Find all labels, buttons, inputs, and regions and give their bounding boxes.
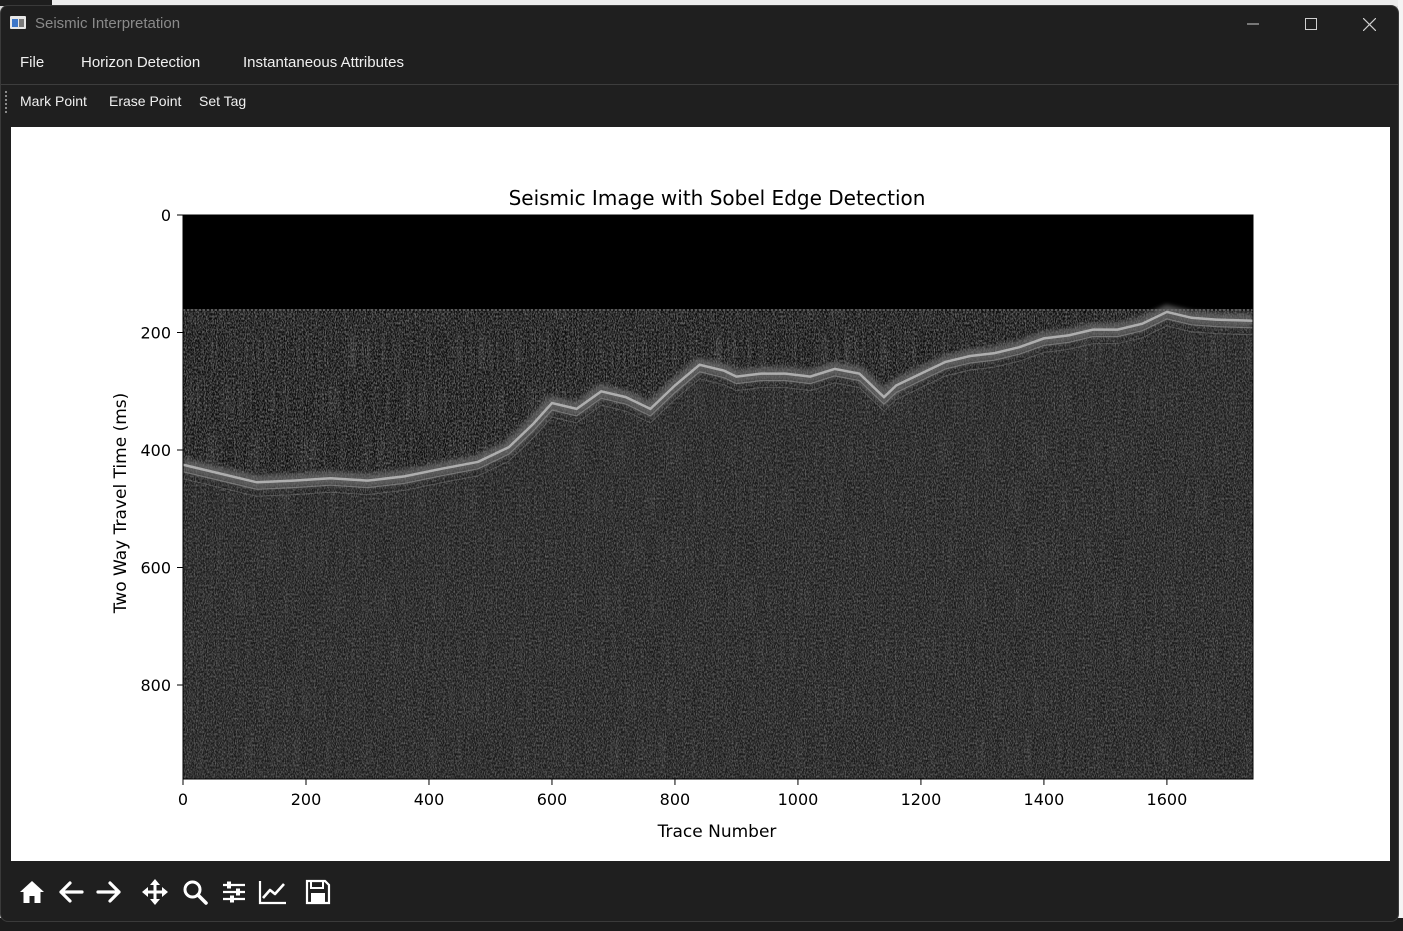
x-tick-label: 1200: [901, 790, 942, 809]
horizon-edge-secondary: [183, 318, 1253, 490]
menu-file[interactable]: File: [20, 54, 45, 71]
x-axis-label: Trace Number: [657, 822, 777, 842]
mark-point-button[interactable]: Mark Point: [20, 93, 87, 109]
configure-subplots-icon: [223, 881, 245, 903]
menu-bar: File Horizon Detection Instantaneous Att…: [1, 44, 1398, 85]
y-tick-label: 800: [140, 676, 171, 695]
y-tick-label: 400: [140, 441, 171, 460]
seismic-chart[interactable]: 0 200 400 600 800 1000 1200 1400 1600 0 200 400 600 8…: [11, 127, 1390, 861]
y-axis-label: Two Way Travel Time (ms): [111, 393, 131, 615]
title-bar[interactable]: Seismic Interpretation: [1, 6, 1398, 42]
close-button[interactable]: [1340, 6, 1398, 42]
back-arrow-icon: [59, 881, 84, 903]
forward-arrow-icon: [96, 881, 121, 903]
close-icon: [1362, 17, 1376, 31]
x-tick-label: 200: [291, 790, 322, 809]
zoom-magnifier-icon: [183, 880, 208, 905]
forward-button[interactable]: [93, 876, 125, 908]
pan-move-icon: [142, 879, 168, 905]
back-button[interactable]: [55, 876, 87, 908]
set-tag-button[interactable]: Set Tag: [199, 93, 247, 109]
window-title: Seismic Interpretation: [35, 15, 181, 32]
save-figure-button[interactable]: [302, 876, 334, 908]
horizon-edge: [183, 310, 1253, 484]
edit-axis-button[interactable]: [257, 876, 289, 908]
maximize-button[interactable]: [1282, 6, 1340, 42]
save-floppy-icon: [305, 879, 331, 905]
x-tick-label: 600: [537, 790, 568, 809]
subsurface-texture: [183, 311, 1253, 779]
zoom-button[interactable]: [179, 876, 211, 908]
menu-horizon-detection[interactable]: Horizon Detection: [81, 54, 201, 71]
edit-axis-line-icon: [258, 881, 286, 905]
home-button[interactable]: [16, 876, 48, 908]
navigation-toolbar: [1, 861, 1398, 921]
maximize-icon: [1305, 18, 1317, 30]
chart-title: Seismic Image with Sobel Edge Detection: [509, 186, 926, 210]
x-tick-label: 400: [414, 790, 445, 809]
plot-frame: [182, 214, 1254, 780]
y-tick-label: 600: [140, 559, 171, 578]
configure-subplots-button[interactable]: [218, 876, 250, 908]
minimize-button[interactable]: [1224, 6, 1282, 42]
x-tick-label: 0: [178, 790, 188, 809]
horizon-edge-tertiary: [183, 325, 1253, 497]
y-tick-label: 0: [161, 206, 171, 225]
minimize-icon: [1247, 23, 1259, 25]
interpretation-toolbar: Mark Point Erase Point Set Tag: [1, 85, 1398, 125]
home-icon: [20, 881, 44, 903]
plot-canvas[interactable]: 0 200 400 600 800 1000 1200 1400 1600 0 200 400 600 8…: [11, 127, 1390, 861]
background-window-edge-right: [1398, 0, 1403, 931]
background-window-edge: [0, 0, 1403, 6]
seismic-image: [183, 215, 1253, 779]
x-tick-label: 1400: [1024, 790, 1065, 809]
x-tick-label: 1000: [778, 790, 819, 809]
x-tick-label: 1600: [1147, 790, 1188, 809]
menu-instantaneous-attributes[interactable]: Instantaneous Attributes: [243, 54, 404, 71]
toolbar-grip-handle[interactable]: [5, 91, 7, 113]
pan-button[interactable]: [139, 876, 171, 908]
main-window: Seismic Interpretation File Horizon Dete…: [0, 5, 1399, 922]
x-tick-label: 800: [660, 790, 691, 809]
app-icon: [10, 16, 26, 29]
chart-axes: 0 200 400 600 800 1000 1200 1400 1600 0 200 400 600 8…: [140, 206, 1254, 809]
y-tick-label: 200: [140, 324, 171, 343]
erase-point-button[interactable]: Erase Point: [109, 93, 182, 109]
